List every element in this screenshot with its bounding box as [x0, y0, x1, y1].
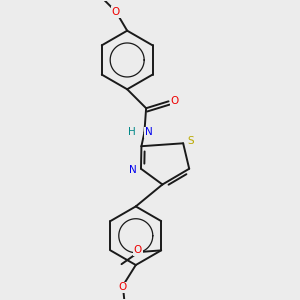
Text: O: O — [170, 96, 179, 106]
Text: N: N — [145, 127, 153, 137]
Text: O: O — [112, 7, 120, 17]
Text: H: H — [128, 127, 136, 137]
Text: O: O — [134, 245, 142, 255]
Text: N: N — [129, 166, 137, 176]
Text: S: S — [188, 136, 194, 146]
Text: O: O — [118, 282, 126, 292]
